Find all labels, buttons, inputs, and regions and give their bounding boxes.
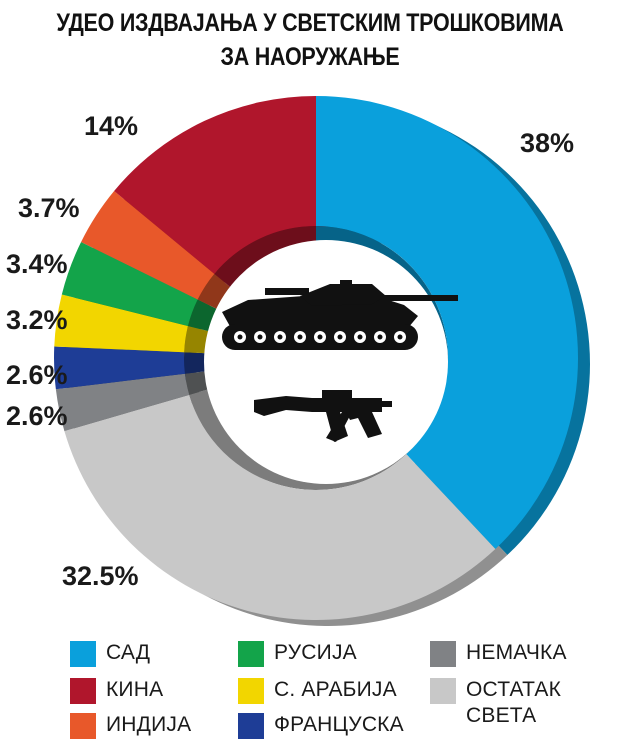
legend-label-rest-line2: СВЕТА <box>466 704 537 727</box>
pct-label-russia: 3.4% <box>6 249 68 279</box>
slice-2-немачка <box>55 373 190 432</box>
slice-0-сад <box>316 96 578 549</box>
slice-1-остатак-света <box>64 394 496 621</box>
legend-swatch <box>430 641 456 667</box>
donut-hole <box>204 240 448 484</box>
legend-swatch <box>70 678 96 704</box>
legend-swatch <box>238 678 264 704</box>
legend-label-germany: НЕМАЧКА <box>466 641 567 664</box>
slice-4-с-арабија <box>54 294 188 353</box>
pct-label-usa: 38% <box>520 128 574 158</box>
legend-item-usa: САД <box>70 640 150 667</box>
chart-title-line1: УДЕО ИЗДВАЈАЊА У СВЕТСКИМ ТРОШКОВИМА <box>56 9 564 37</box>
slice-3-француска <box>54 346 185 390</box>
legend-label-rest: ОСТАТАК СВЕТА <box>466 677 561 729</box>
pct-label-india: 3.7% <box>18 193 80 223</box>
pct-label-germany: 2.6% <box>6 401 68 431</box>
legend-label-france: ФРАНЦУСКА <box>274 713 404 736</box>
legend-swatch <box>238 641 264 667</box>
legend-swatch <box>70 713 96 739</box>
legend-label-rest-line1: ОСТАТАК <box>466 678 562 701</box>
legend-label-china: КИНА <box>106 678 164 701</box>
pct-label-france: 2.6% <box>6 360 68 390</box>
legend-item-france: ФРАНЦУСКА <box>238 712 404 739</box>
legend-swatch <box>238 713 264 739</box>
legend-item-russia: РУСИЈА <box>238 640 357 667</box>
slice-5-русија <box>61 241 198 326</box>
pct-label-china: 14% <box>84 111 138 141</box>
donut-slices <box>54 95 578 621</box>
legend-item-saudi: С. АРАБИЈА <box>238 677 397 704</box>
legend-item-rest: ОСТАТАК СВЕТА <box>430 677 561 729</box>
legend-swatch <box>70 641 96 667</box>
legend-item-india: ИНДИЈА <box>70 712 191 739</box>
legend-swatch <box>430 678 456 704</box>
slice-7-кина <box>114 95 316 274</box>
pct-label-rest: 32.5% <box>62 561 139 591</box>
legend-label-saudi: С. АРАБИЈА <box>274 678 397 701</box>
slice-6-индија <box>81 190 215 300</box>
legend-item-germany: НЕМАЧКА <box>430 640 567 667</box>
percentage-labels: 38% 32.5% 2.6% 2.6% 3.2% 3.4% 3.7% 14% <box>6 111 574 591</box>
legend-label-russia: РУСИЈА <box>274 641 357 664</box>
tank-wheel-hubs <box>237 334 403 340</box>
pct-label-saudi: 3.2% <box>6 305 68 335</box>
chart-title-line2: ЗА НАОРУЖАЊЕ <box>220 43 400 71</box>
legend-label-usa: САД <box>106 641 151 664</box>
legend-label-india: ИНДИЈА <box>106 713 192 736</box>
legend-item-china: КИНА <box>70 677 163 704</box>
rifle-icon <box>254 390 392 442</box>
chart-title: УДЕО ИЗДВАЈАЊА У СВЕТСКИМ ТРОШКОВИМА ЗА … <box>43 6 576 74</box>
